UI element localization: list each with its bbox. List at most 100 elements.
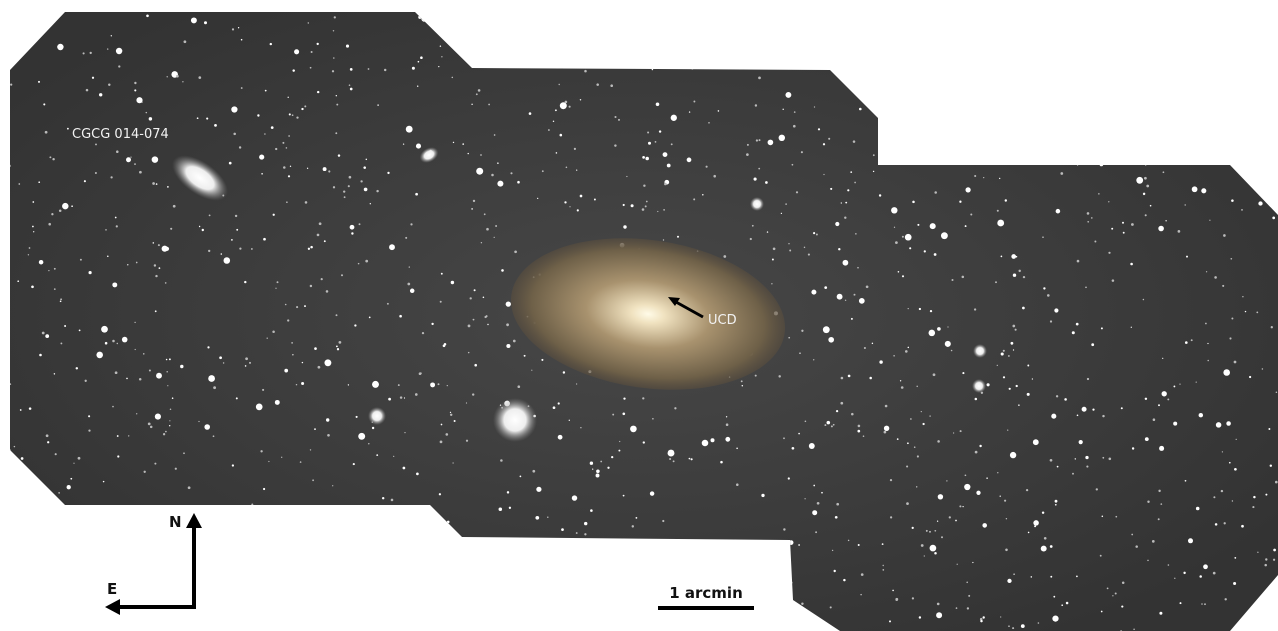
star xyxy=(1054,503,1057,506)
star xyxy=(358,223,361,226)
star xyxy=(1022,306,1025,310)
star xyxy=(910,418,912,420)
star xyxy=(808,443,815,449)
star xyxy=(497,162,499,164)
star xyxy=(622,494,625,497)
star xyxy=(791,163,794,166)
star xyxy=(554,109,557,112)
star xyxy=(214,124,217,127)
star xyxy=(116,150,119,153)
star xyxy=(154,462,157,465)
star xyxy=(68,582,71,585)
star xyxy=(39,604,42,607)
star xyxy=(115,225,118,228)
star xyxy=(649,491,655,496)
star xyxy=(1011,254,1017,259)
star xyxy=(271,602,277,608)
star xyxy=(58,565,60,567)
star xyxy=(584,533,587,536)
star xyxy=(1077,164,1079,166)
star xyxy=(247,625,254,631)
star xyxy=(1261,30,1264,32)
star xyxy=(1233,360,1237,364)
star xyxy=(108,83,111,86)
star xyxy=(244,365,247,367)
star xyxy=(966,581,968,584)
star xyxy=(1098,193,1100,195)
star xyxy=(196,610,199,612)
star xyxy=(1130,262,1133,266)
star xyxy=(1134,117,1138,121)
star xyxy=(88,415,91,418)
star xyxy=(1026,392,1030,396)
star xyxy=(1265,558,1268,561)
star xyxy=(1106,587,1109,590)
star xyxy=(114,216,117,219)
star xyxy=(1231,317,1234,320)
star xyxy=(1207,359,1209,362)
star xyxy=(1185,6,1187,8)
star xyxy=(1131,533,1134,536)
star xyxy=(264,89,267,92)
star xyxy=(933,253,937,256)
star xyxy=(813,232,816,235)
star xyxy=(165,358,168,361)
star xyxy=(834,515,838,519)
star xyxy=(535,515,540,520)
star xyxy=(1007,429,1009,431)
star xyxy=(15,515,17,517)
star xyxy=(94,171,97,175)
star xyxy=(408,266,410,268)
star xyxy=(335,132,338,135)
star xyxy=(979,444,982,448)
star xyxy=(662,519,665,523)
star xyxy=(1136,176,1144,184)
star xyxy=(528,112,532,115)
star xyxy=(635,516,638,519)
star xyxy=(965,187,971,193)
star xyxy=(955,607,958,609)
star xyxy=(679,570,682,573)
star xyxy=(66,485,71,490)
star xyxy=(797,24,801,29)
star xyxy=(90,550,94,554)
star xyxy=(573,147,577,150)
star xyxy=(437,530,440,533)
star xyxy=(510,172,513,175)
star xyxy=(1189,123,1192,126)
star xyxy=(1130,326,1132,328)
star xyxy=(416,472,419,476)
star xyxy=(1074,458,1077,460)
star xyxy=(1134,4,1137,7)
star xyxy=(614,144,617,147)
star xyxy=(84,379,87,382)
star xyxy=(438,493,442,496)
star xyxy=(51,592,53,595)
star xyxy=(1195,381,1197,383)
star xyxy=(857,424,861,428)
star xyxy=(946,480,948,482)
star xyxy=(1120,407,1123,410)
star xyxy=(283,166,286,169)
star xyxy=(891,207,898,214)
star xyxy=(474,363,477,367)
star xyxy=(343,196,346,199)
star xyxy=(1234,467,1237,471)
star xyxy=(32,610,35,613)
star xyxy=(813,106,816,108)
star xyxy=(1042,236,1044,238)
star xyxy=(32,614,36,617)
star xyxy=(1111,227,1114,230)
star xyxy=(39,353,42,357)
star xyxy=(126,157,131,163)
star xyxy=(18,183,21,185)
star xyxy=(884,16,887,19)
star xyxy=(85,88,89,92)
star xyxy=(263,487,266,491)
star xyxy=(766,231,769,233)
star xyxy=(923,555,925,557)
star xyxy=(368,316,371,319)
star xyxy=(155,8,156,9)
star xyxy=(1043,287,1046,290)
star xyxy=(1055,208,1061,214)
